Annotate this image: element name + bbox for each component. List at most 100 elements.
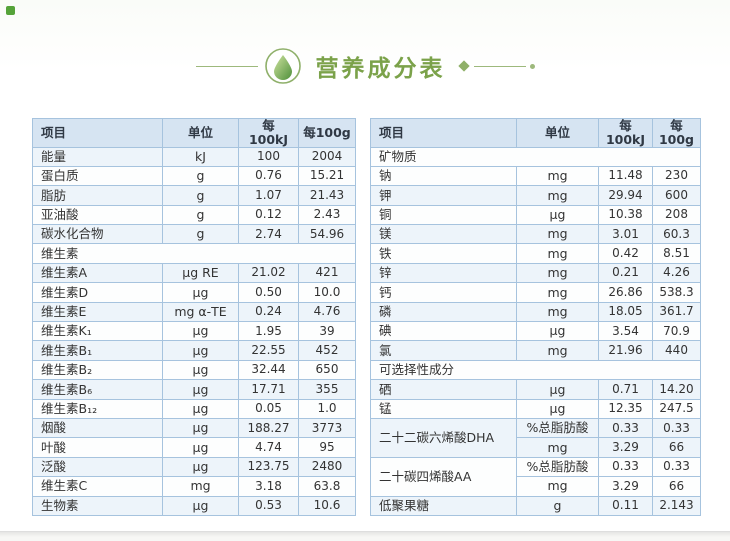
value-per-100kj: 3.29: [598, 437, 653, 458]
value-per-100g: 60.3: [652, 224, 701, 245]
table-row: 泛酸 μg 123.75 2480: [32, 456, 356, 478]
item-unit: mg: [516, 262, 599, 284]
value-per-100kj: 0.21: [598, 262, 653, 284]
value-per-100kj: 0.05: [238, 398, 299, 419]
item-unit: g: [162, 204, 239, 226]
value-per-100g: 2.143: [652, 495, 701, 516]
item-unit: mg: [516, 165, 599, 187]
table-row: 氯 mg 21.96 440: [370, 340, 701, 361]
item-name: 低聚果糖: [370, 495, 517, 516]
value-per-100g: 63.8: [298, 476, 356, 497]
table-row: 维生素B₆ μg 17.71 355: [32, 379, 356, 400]
item-name: 维生素C: [32, 476, 163, 497]
item-name: 亚油酸: [32, 204, 163, 226]
item-name: 维生素B₂: [32, 359, 163, 381]
item-name: 碘: [370, 321, 517, 342]
right-deco-line: [473, 65, 526, 67]
right-nutrition-table: 项目 单位 每100kJ 每100g 矿物质钠 mg 11.48 230 钾 mg 29.94 600…: [370, 118, 701, 516]
water-drop-icon: [264, 48, 301, 84]
value-per-100kj: 10.38: [598, 204, 653, 226]
value-per-100kj: 0.50: [238, 282, 299, 303]
section-title: 矿物质: [370, 146, 701, 167]
item-name: 叶酸: [32, 437, 163, 458]
item-unit: mg: [162, 476, 239, 497]
value-per-100kj: 3.18: [238, 476, 299, 497]
section-row: 维生素: [32, 243, 356, 264]
table-row: mg 3.29 66: [371, 437, 701, 458]
item-unit: g: [162, 224, 239, 245]
header-row: 项目 单位 每100kJ 每100g: [32, 118, 356, 148]
value-per-100kj: 0.33: [598, 456, 653, 478]
table-row: 低聚果糖 g 0.11 2.143: [370, 495, 701, 516]
table-row: 亚油酸 g 0.12 2.43: [32, 204, 356, 226]
value-per-100g: 1.0: [298, 398, 356, 419]
item-unit: μg: [516, 379, 599, 400]
item-unit: μg: [162, 495, 239, 516]
value-per-100g: 230: [652, 165, 701, 187]
column-header: 每100kJ: [238, 118, 299, 148]
table-row: 铁 mg 0.42 8.51: [370, 243, 701, 264]
value-per-100g: 54.96: [298, 224, 356, 245]
title-banner: 营养成分表: [0, 44, 730, 88]
value-per-100kj: 0.71: [598, 379, 653, 400]
value-per-100g: 208: [652, 204, 701, 226]
item-unit: μg: [162, 321, 239, 342]
item-unit: %总脂肪酸: [516, 456, 599, 478]
page-title: 营养成分表: [315, 56, 446, 82]
value-per-100kj: 0.42: [598, 243, 653, 264]
item-name: 维生素K₁: [32, 321, 163, 342]
value-per-100g: 21.43: [298, 185, 356, 206]
table-row: 锌 mg 0.21 4.26: [370, 262, 701, 284]
value-per-100g: 650: [298, 359, 356, 381]
item-unit: mg: [516, 185, 599, 206]
left-nutrition-table: 项目 单位 每100kJ 每100g 能量 kJ 100 2004 蛋白质 g 0.76 15.21 脂…: [32, 118, 356, 516]
item-name: 蛋白质: [32, 165, 163, 187]
column-header: 每100g: [652, 118, 701, 148]
table-row: 维生素B₁₂ μg 0.05 1.0: [32, 398, 356, 419]
table-row: 叶酸 μg 4.74 95: [32, 437, 356, 458]
table-row: 生物素 μg 0.53 10.6: [32, 495, 356, 516]
item-unit: mg α-TE: [162, 301, 239, 323]
header-row: 项目 单位 每100kJ 每100g: [370, 118, 701, 148]
item-unit: μg: [516, 204, 599, 226]
value-per-100kj: 18.05: [598, 301, 653, 323]
left-deco-line: [195, 65, 258, 67]
item-unit: μg: [162, 379, 239, 400]
value-per-100kj: 21.02: [238, 262, 299, 284]
value-per-100g: 0.33: [652, 417, 701, 439]
value-per-100kj: 29.94: [598, 185, 653, 206]
item-unit: g: [516, 495, 599, 516]
table-row: 铜 μg 10.38 208: [370, 204, 701, 226]
item-unit: μg: [162, 282, 239, 303]
table-row: 维生素E mg α-TE 0.24 4.76: [32, 301, 356, 323]
value-per-100g: 2480: [298, 456, 356, 478]
value-per-100g: 2.43: [298, 204, 356, 226]
table-row: 钾 mg 29.94 600: [370, 185, 701, 206]
item-name: 二十碳四烯酸AA: [370, 456, 517, 497]
value-per-100g: 66: [652, 476, 701, 497]
table-row: 碳水化合物 g 2.74 54.96: [32, 224, 356, 245]
value-per-100kj: 17.71: [238, 379, 299, 400]
table-row: 维生素D μg 0.50 10.0: [32, 282, 356, 303]
item-unit: mg: [516, 282, 599, 303]
value-per-100kj: 2.74: [238, 224, 299, 245]
item-name: 锌: [370, 262, 517, 284]
value-per-100kj: 26.86: [598, 282, 653, 303]
column-header: 单位: [162, 118, 239, 148]
table-row: 蛋白质 g 0.76 15.21: [32, 165, 356, 187]
value-per-100g: 10.6: [298, 495, 356, 516]
corner-marker: [6, 6, 15, 15]
value-per-100g: 2004: [298, 146, 356, 167]
section-title: 可选择性成分: [370, 359, 701, 381]
item-name: 维生素B₁₂: [32, 398, 163, 419]
value-per-100kj: 0.11: [598, 495, 653, 516]
table-row: 烟酸 μg 188.27 3773: [32, 417, 356, 439]
item-name: 烟酸: [32, 417, 163, 439]
item-name: 脂肪: [32, 185, 163, 206]
value-per-100kj: 0.24: [238, 301, 299, 323]
value-per-100kj: 1.07: [238, 185, 299, 206]
table-row: 维生素B₂ μg 32.44 650: [32, 359, 356, 381]
value-per-100g: 10.0: [298, 282, 356, 303]
value-per-100g: 3773: [298, 417, 356, 439]
